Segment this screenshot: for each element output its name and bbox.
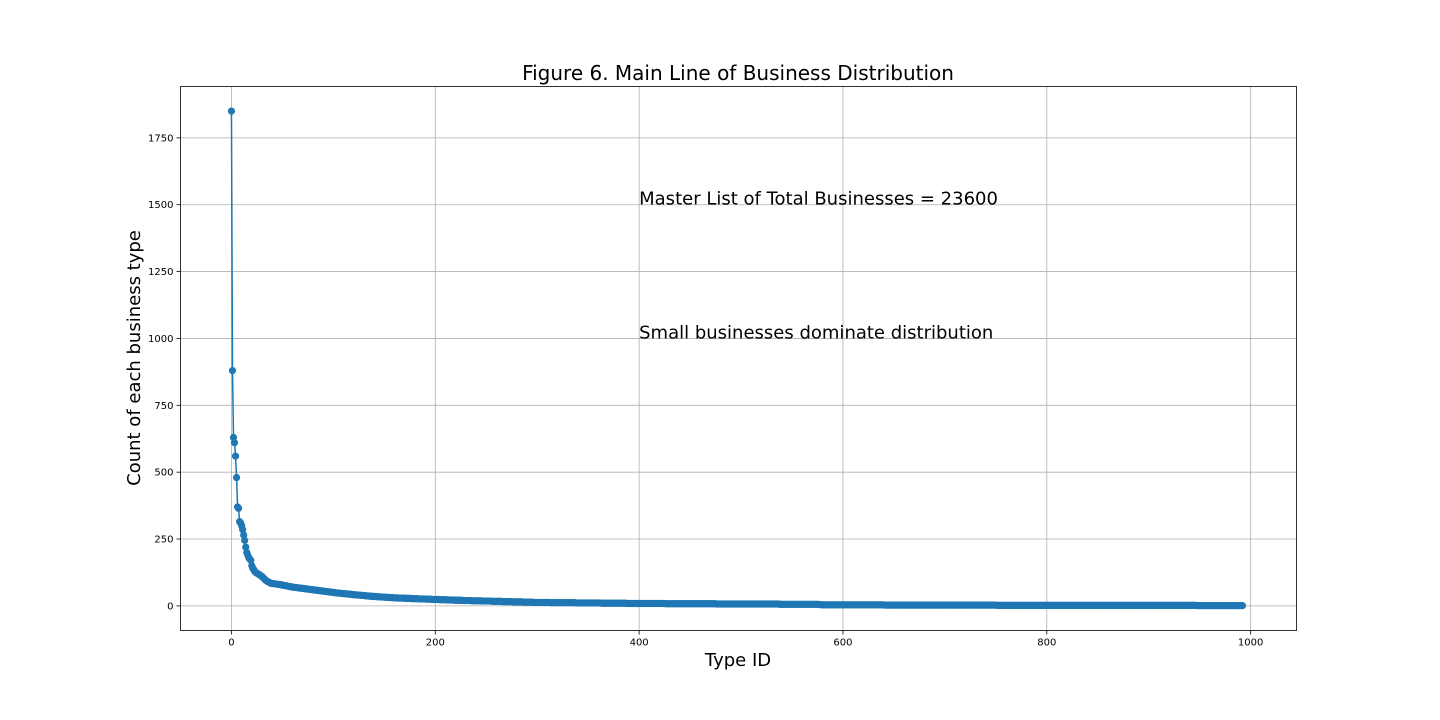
x-tick-label: 1000: [1238, 638, 1263, 649]
x-tick-label: 0: [228, 638, 234, 649]
y-tick-label: 1000: [148, 334, 173, 345]
data-point: [227, 107, 236, 115]
tick-layer: 0 200 400 600 800 1000 0 250 500 750 1000 1250 1500 1…: [148, 133, 1263, 648]
data-point: [230, 439, 239, 447]
y-tick-label: 1250: [148, 267, 173, 278]
plot-frame: [180, 86, 1297, 631]
data-point: [231, 452, 240, 460]
annotation-total-businesses: Master List of Total Businesses = 23600: [639, 189, 998, 210]
chart-title: Figure 6. Main Line of Business Distribu…: [522, 61, 954, 85]
data-point: [234, 504, 243, 512]
y-tick-label: 0: [167, 601, 173, 612]
x-tick-label: 600: [833, 638, 852, 649]
data-point: [240, 531, 248, 539]
data-point: [228, 366, 237, 375]
series-line: [230, 111, 1243, 607]
x-tick-label: 200: [426, 638, 445, 649]
y-tick-label: 250: [154, 535, 173, 546]
data-point: [247, 556, 255, 565]
y-axis-label: Count of each business type: [124, 230, 145, 486]
marker-layer: [227, 107, 1247, 610]
data-point: [232, 473, 241, 482]
data-point: [229, 433, 238, 441]
x-axis-label: Type ID: [704, 650, 771, 671]
series-layer: [230, 111, 1243, 607]
y-tick-label: 1750: [148, 133, 173, 144]
x-tick-label: 800: [1037, 638, 1056, 649]
y-tick-label: 1500: [148, 200, 173, 211]
data-point: [1238, 602, 1247, 610]
annotation-small-businesses: Small businesses dominate distribution: [639, 322, 993, 343]
grid-layer: [180, 86, 1297, 631]
x-tick-label: 400: [630, 638, 649, 649]
y-tick-label: 750: [154, 401, 173, 412]
y-tick-label: 500: [154, 468, 173, 479]
data-point: [242, 543, 250, 551]
data-point: [239, 526, 247, 534]
data-point: [241, 536, 249, 544]
